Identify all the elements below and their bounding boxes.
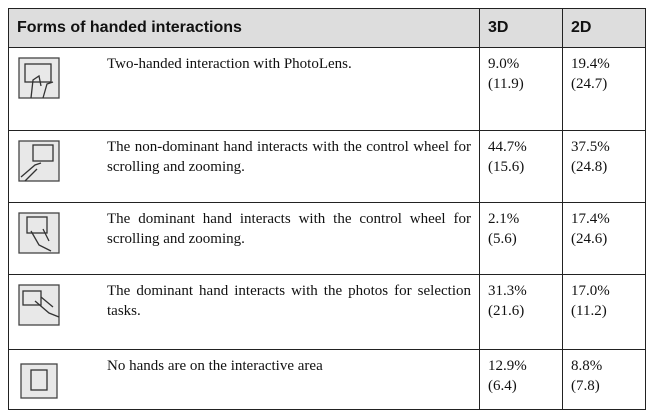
value-3d: 9.0% (11.9) (479, 47, 563, 131)
description: No hands are on the interactive area (99, 349, 480, 410)
icon-cell (8, 274, 99, 350)
sd: (5.6) (488, 231, 517, 247)
row: Two-handed interaction with PhotoLens. 9… (8, 47, 646, 131)
icon (18, 57, 60, 99)
sd: (15.6) (488, 159, 525, 175)
value-3d: 44.7% (15.6) (479, 130, 563, 203)
interaction-table: Forms of handed interactions 3D 2D Two-h… (8, 8, 646, 410)
header-row: Forms of handed interactions 3D 2D (8, 8, 646, 48)
icon-cell (8, 349, 99, 410)
value-3d: 31.3% (21.6) (479, 274, 563, 350)
icon (18, 212, 60, 254)
sd: (24.7) (571, 76, 608, 92)
row: No hands are on the interactive area 12.… (8, 349, 646, 410)
value-2d: 17.0% (11.2) (562, 274, 646, 350)
header-title: Forms of handed interactions (8, 8, 480, 48)
sd: (11.2) (571, 303, 607, 319)
row: The dominant hand interacts with the pho… (8, 274, 646, 350)
description: The dominant hand interacts with the con… (99, 202, 480, 275)
value-3d: 12.9% (6.4) (479, 349, 563, 410)
icon (18, 284, 60, 326)
value-2d: 37.5% (24.8) (562, 130, 646, 203)
header-3d: 3D (479, 8, 563, 48)
description: The non-dominant hand interacts with the… (99, 130, 480, 203)
sd: (24.8) (571, 159, 608, 175)
mean: 17.0% (571, 283, 610, 299)
icon-cell (8, 47, 99, 131)
mean: 2.1% (488, 211, 520, 227)
header-2d: 2D (562, 8, 646, 48)
icon-cell (8, 202, 99, 275)
sd: (24.6) (571, 231, 608, 247)
mean: 31.3% (488, 283, 527, 299)
value-2d: 19.4% (24.7) (562, 47, 646, 131)
mean: 44.7% (488, 139, 527, 155)
mean: 37.5% (571, 139, 610, 155)
row: The non-dominant hand interacts with the… (8, 130, 646, 203)
mean: 19.4% (571, 56, 610, 72)
description: Two-handed interaction with PhotoLens. (99, 47, 480, 131)
value-3d: 2.1% (5.6) (479, 202, 563, 275)
icon-cell (8, 130, 99, 203)
icon (20, 363, 58, 399)
description: The dominant hand interacts with the pho… (99, 274, 480, 350)
sd: (7.8) (571, 378, 600, 394)
sd: (21.6) (488, 303, 525, 319)
mean: 12.9% (488, 358, 527, 374)
sd: (6.4) (488, 378, 517, 394)
value-2d: 17.4% (24.6) (562, 202, 646, 275)
row: The dominant hand interacts with the con… (8, 202, 646, 275)
mean: 9.0% (488, 56, 520, 72)
mean: 8.8% (571, 358, 603, 374)
mean: 17.4% (571, 211, 610, 227)
value-2d: 8.8% (7.8) (562, 349, 646, 410)
sd: (11.9) (488, 76, 524, 92)
icon (18, 140, 60, 182)
